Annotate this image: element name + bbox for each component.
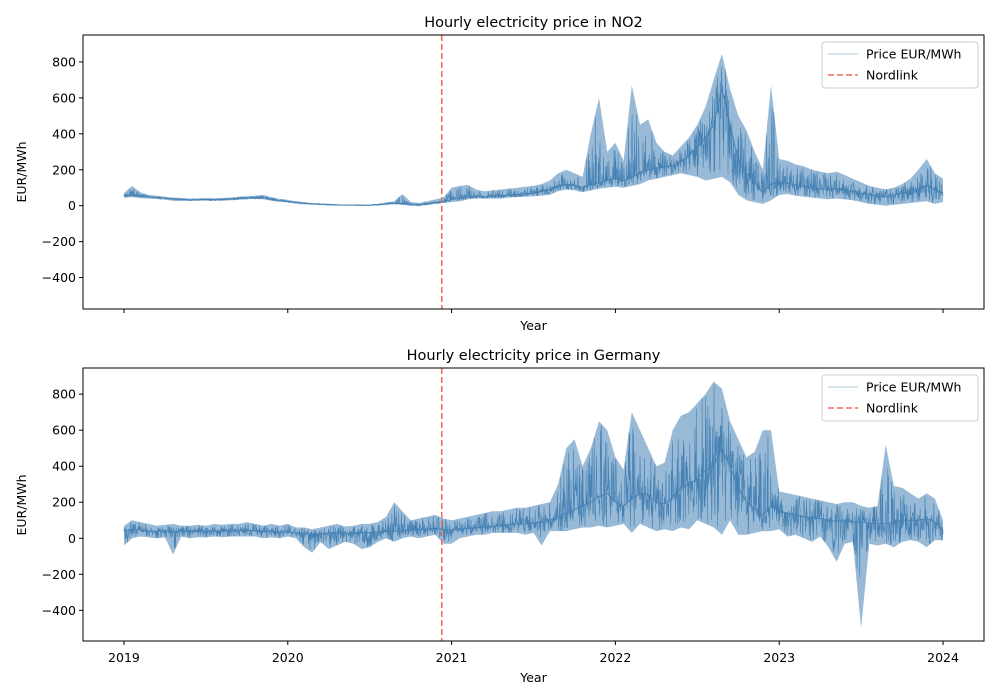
y-tick-label: 200 xyxy=(52,495,76,510)
x-tick-label: 2024 xyxy=(927,650,959,665)
y-axis-label: EUR/MWh xyxy=(14,474,29,535)
price-trend xyxy=(123,88,944,206)
chart-panel-germany: Hourly electricity price in Germany −400… xyxy=(14,348,985,685)
legend-nordlink-label: Nordlink xyxy=(866,68,919,83)
y-tick-label: 400 xyxy=(52,459,76,474)
x-tick-label: 2019 xyxy=(108,650,140,665)
y-tick-label: 600 xyxy=(52,423,76,438)
plot-frame xyxy=(82,367,985,642)
legend-box xyxy=(821,374,979,422)
x-tick-label: 2022 xyxy=(600,650,632,665)
y-tick-label: −200 xyxy=(42,234,76,249)
x-tick-label: 2021 xyxy=(436,650,468,665)
y-tick-label: −400 xyxy=(42,270,76,285)
legend-price-label: Price EUR/MWh xyxy=(866,380,961,395)
chart-title: Hourly electricity price in Germany xyxy=(407,348,661,364)
y-axis-label: EUR/MWh xyxy=(14,141,29,202)
price-range-band xyxy=(124,381,943,629)
x-axis-label: Year xyxy=(519,670,547,685)
plot-frame xyxy=(82,34,985,310)
price-line xyxy=(123,67,944,207)
y-tick-label: 800 xyxy=(52,387,76,402)
legend-nordlink-label: Nordlink xyxy=(866,401,919,416)
legend-price-label: Price EUR/MWh xyxy=(866,47,961,62)
series-price-eur-mwh xyxy=(123,381,944,629)
x-tick-label: 2023 xyxy=(763,650,795,665)
price-line xyxy=(123,383,944,578)
legend-box xyxy=(821,41,979,89)
y-tick-label: 400 xyxy=(52,126,76,141)
y-tick-label: 0 xyxy=(68,531,76,546)
legend: Price EUR/MWh Nordlink xyxy=(821,374,979,422)
y-tick-label: 0 xyxy=(68,198,76,213)
legend: Price EUR/MWh Nordlink xyxy=(821,41,979,89)
y-tick-label: −400 xyxy=(42,603,76,618)
chart-title: Hourly electricity price in NO2 xyxy=(424,15,643,31)
chart-panel-no2: Hourly electricity price in NO2 −400 −200… xyxy=(14,15,985,333)
y-tick-label: −200 xyxy=(42,567,76,582)
series-price-eur-mwh xyxy=(123,53,944,207)
x-tick-label: 2020 xyxy=(272,650,304,665)
y-tick-label: 600 xyxy=(52,90,76,105)
price-range-band xyxy=(124,53,943,207)
x-axis-label: Year xyxy=(519,318,547,333)
price-trend xyxy=(123,446,944,535)
y-tick-label: 800 xyxy=(52,54,76,69)
y-tick-label: 200 xyxy=(52,162,76,177)
